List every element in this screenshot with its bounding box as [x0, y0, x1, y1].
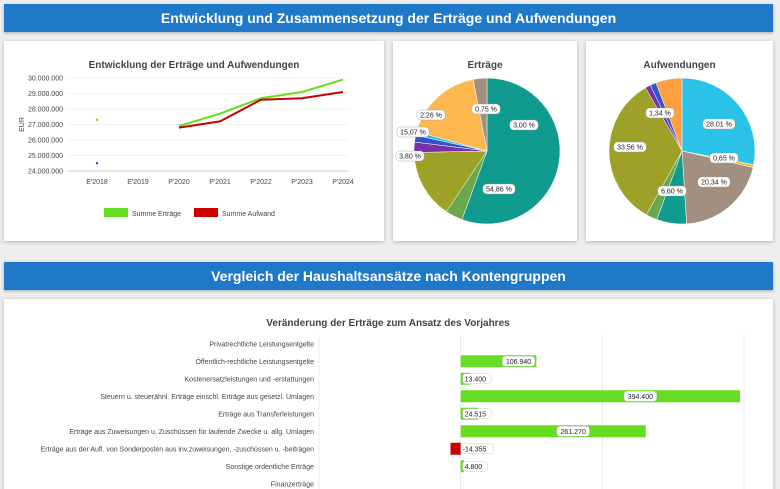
data-label-bg	[471, 103, 501, 115]
y-tick-label: 27.000.000	[28, 122, 63, 129]
data-label: 2,26 %	[420, 113, 442, 120]
line-chart: Entwicklung der Erträge und Aufwendungen…	[19, 60, 354, 218]
category-label: Kostenersatzleistungen und -erstattungen	[184, 376, 314, 383]
y-tick-label: 24.000.000	[28, 169, 63, 176]
data-label-bg	[697, 176, 731, 188]
data-label: 54,86 %	[486, 187, 512, 194]
data-label: 20,34 %	[701, 180, 727, 187]
x-tick-label: E'2018	[86, 179, 108, 186]
y-axis-label: EUR	[19, 117, 26, 132]
series-point-0	[95, 118, 99, 122]
data-label-bg	[396, 126, 430, 138]
y-tick-label: 28.000.000	[28, 107, 63, 114]
legend-label: Summe Aufwand	[222, 211, 275, 218]
data-label-bg	[645, 107, 675, 119]
chart-title: Aufwendungen	[643, 60, 715, 71]
category-label: Sonstige ordentliche Erträge	[226, 464, 314, 471]
data-label-bg	[462, 461, 488, 472]
bar-chart: Veränderung der Erträge zum Ansatz des V…	[41, 318, 745, 489]
data-label-bg	[416, 109, 446, 121]
pie-slice	[681, 150, 754, 225]
data-label: 394.400	[628, 394, 653, 401]
chart-title: Erträge	[467, 60, 502, 71]
legend-swatch	[194, 208, 218, 217]
data-label-bg	[502, 356, 536, 367]
data-label-bg	[482, 183, 516, 195]
category-label: Erträge aus Transferleistungen	[218, 411, 314, 418]
data-label: 33,56 %	[617, 145, 643, 152]
data-label: 3,00 %	[513, 123, 535, 130]
data-label: 3,80 %	[399, 154, 421, 161]
pie-chart-ertraege-card: Erträge 54,86 % 3,80 % 15,07 % 2,26 % 0,75 % 3…	[393, 41, 577, 241]
category-label: Öffentlich-rechtliche Leistungsentgelte	[195, 358, 314, 366]
pie-chart-ertraege: Erträge 54,86 % 3,80 % 15,07 % 2,26 % 0,75 % 3…	[395, 60, 561, 225]
data-label: 13.400	[465, 376, 487, 383]
chart-title: Veränderung der Erträge zum Ansatz des V…	[266, 318, 510, 329]
bar	[460, 390, 741, 403]
data-label: 106.940	[506, 359, 531, 366]
data-label-bg	[462, 408, 492, 419]
data-label: 4.800	[465, 464, 483, 471]
section-header-comparison: Vergleich der Haushaltsansätze nach Kont…	[4, 262, 773, 290]
section-header-development: Entwicklung und Zusammensetzung der Ertr…	[4, 4, 773, 32]
pie-chart-aufwendungen-card: Aufwendungen 28,01 % 0,65 % 20,34 % 6,60 % 33…	[586, 41, 773, 241]
data-label-bg	[623, 391, 657, 402]
pie-slice	[472, 77, 488, 152]
data-label-bg	[702, 118, 736, 130]
data-label-bg	[657, 185, 687, 197]
data-label: 28,01 %	[706, 122, 732, 129]
data-label: 0,75 %	[475, 107, 497, 114]
x-tick-label: P'2020	[168, 179, 190, 186]
data-label: 0,65 %	[713, 156, 735, 163]
line-chart-card: Entwicklung der Erträge und Aufwendungen…	[4, 41, 384, 241]
bar	[450, 442, 461, 455]
data-label-bg	[709, 152, 739, 164]
x-tick-label: E'2019	[127, 179, 149, 186]
bar	[460, 460, 465, 473]
data-label: 261.270	[561, 429, 586, 436]
chart-title: Entwicklung der Erträge und Aufwendungen	[89, 60, 300, 71]
data-label-bg	[395, 150, 425, 162]
data-label: 24.515	[465, 411, 487, 418]
data-label: 6,60 %	[661, 189, 683, 196]
legend-swatch	[104, 208, 128, 217]
data-label-bg	[613, 141, 647, 153]
series-point-1	[95, 162, 99, 165]
x-tick-label: P'2023	[291, 179, 313, 186]
data-label-bg	[460, 443, 494, 454]
data-label-bg	[462, 373, 492, 384]
category-label: Privatrechtliche Leistungsentgelte	[209, 341, 314, 348]
x-tick-label: P'2022	[250, 179, 272, 186]
series-line-0	[178, 78, 344, 127]
data-label-bg	[509, 119, 539, 131]
y-tick-label: 26.000.000	[28, 138, 63, 145]
data-label-bg	[556, 426, 590, 437]
category-label: Finanzerträge	[271, 481, 314, 488]
y-tick-label: 30.000.000	[28, 76, 63, 83]
pie-chart-aufwendungen: Aufwendungen 28,01 % 0,65 % 20,34 % 6,60 % 33…	[608, 60, 756, 225]
legend-label: Summe Erträge	[132, 211, 181, 218]
y-tick-label: 29.000.000	[28, 91, 63, 98]
series-line-1	[178, 91, 344, 129]
category-label: Erträge aus der Aufl. von Sonderposten a…	[41, 446, 315, 453]
bar-chart-card: Veränderung der Erträge zum Ansatz des V…	[4, 299, 773, 489]
data-label: 1,34 %	[649, 111, 671, 118]
x-tick-label: P'2024	[332, 179, 354, 186]
category-label: Steuern u. steuerähnl. Erträge einschl. …	[100, 394, 314, 401]
data-label: 15,07 %	[400, 130, 426, 137]
x-tick-label: P'2021	[209, 179, 231, 186]
y-tick-label: 25.000.000	[28, 153, 63, 160]
category-label: Erträge aus Zuweisungen u. Zuschüssen fü…	[69, 429, 314, 436]
bar	[460, 425, 646, 438]
data-label: -14.355	[463, 446, 487, 453]
